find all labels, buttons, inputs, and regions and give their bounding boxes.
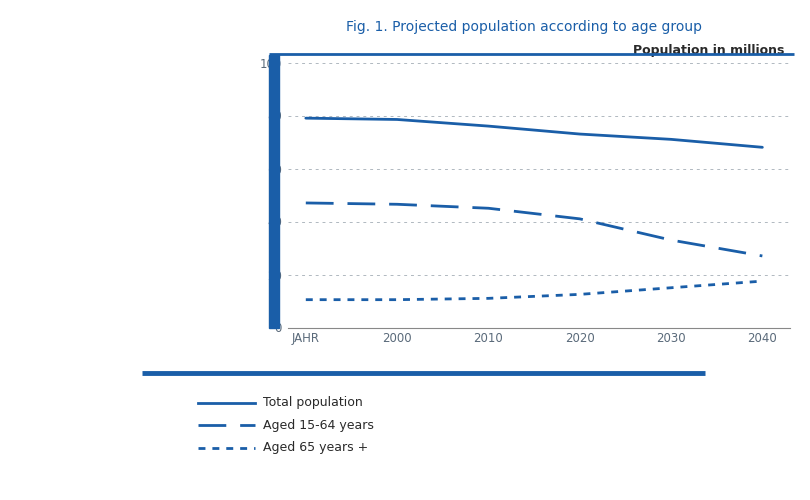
Text: Fig. 1. Projected population according to age group: Fig. 1. Projected population according t…: [346, 20, 701, 34]
Text: Aged 65 years +: Aged 65 years +: [263, 441, 369, 454]
Text: Population in millions: Population in millions: [633, 44, 785, 57]
Text: Total population: Total population: [263, 396, 363, 409]
Text: Aged 15-64 years: Aged 15-64 years: [263, 418, 374, 432]
